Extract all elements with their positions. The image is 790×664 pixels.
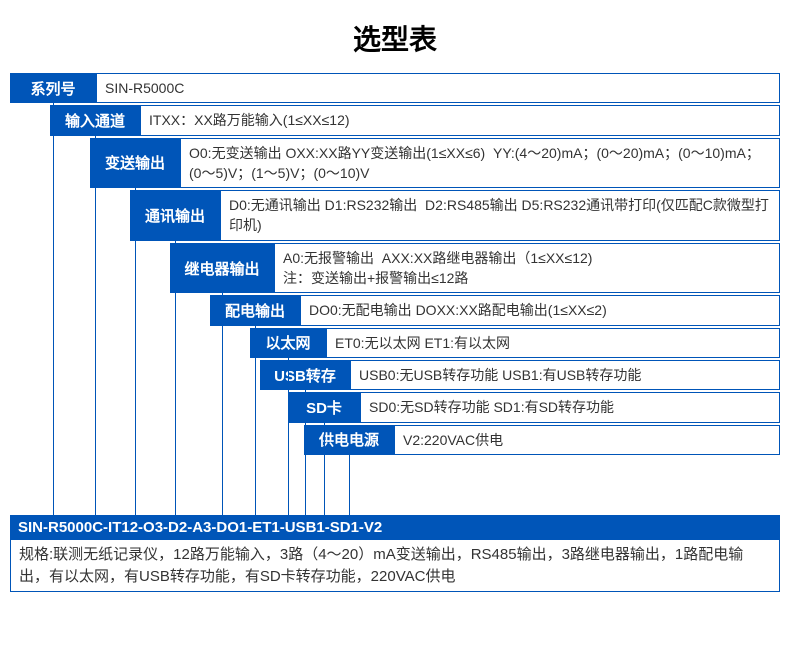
spec-row: SD卡SD0:无SD转存功能 SD1:有SD转存功能: [288, 392, 780, 422]
connector-line: [175, 241, 176, 515]
spec-row: 系列号SIN-R5000C: [10, 73, 780, 103]
example-description: 规格:联测无纸记录仪，12路万能输入，3路（4～20）mA变送输出，RS485输…: [10, 540, 780, 593]
spec-row: 配电输出DO0:无配电输出 DOXX:XX路配电输出(1≤XX≤2): [210, 295, 780, 325]
spec-description: USB0:无USB转存功能 USB1:有USB转存功能: [350, 360, 780, 390]
spec-description: DO0:无配电输出 DOXX:XX路配电输出(1≤XX≤2): [300, 295, 780, 325]
spec-row: 以太网ET0:无以太网 ET1:有以太网: [250, 328, 780, 358]
spec-label: 供电电源: [304, 425, 394, 455]
spec-label: 输入通道: [50, 105, 140, 135]
connector-line: [53, 103, 54, 515]
connector-line: [288, 358, 289, 515]
spec-description: ITXX：XX路万能输入(1≤XX≤12): [140, 105, 780, 135]
spec-label: 继电器输出: [170, 243, 274, 294]
spec-row: USB转存USB0:无USB转存功能 USB1:有USB转存功能: [260, 360, 780, 390]
spec-description: ET0:无以太网 ET1:有以太网: [326, 328, 780, 358]
spec-label: 以太网: [250, 328, 326, 358]
example-code: SIN-R5000C-IT12-O3-D2-A3-DO1-ET1-USB1-SD…: [10, 515, 780, 540]
spec-label: 变送输出: [90, 138, 180, 189]
connector-line: [349, 455, 350, 515]
connector-line: [255, 326, 256, 515]
selection-diagram: 系列号SIN-R5000C输入通道ITXX：XX路万能输入(1≤XX≤12)变送…: [10, 73, 780, 455]
spec-label: USB转存: [260, 360, 350, 390]
spec-label: 配电输出: [210, 295, 300, 325]
connector-line: [222, 293, 223, 514]
spec-description: SIN-R5000C: [96, 73, 780, 103]
spec-description: A0:无报警输出 AXX:XX路继电器输出（1≤XX≤12) 注：变送输出+报警…: [274, 243, 780, 294]
spec-row: 通讯输出D0:无通讯输出 D1:RS232输出 D2:RS485输出 D5:RS…: [130, 190, 780, 241]
connector-line: [324, 423, 325, 515]
spec-label: 系列号: [10, 73, 96, 103]
connector-line: [135, 188, 136, 515]
connector-line: [305, 390, 306, 515]
spec-description: O0:无变送输出 OXX:XX路YY变送输出(1≤XX≤6) YY:(4～20)…: [180, 138, 780, 189]
spec-row: 输入通道ITXX：XX路万能输入(1≤XX≤12): [50, 105, 780, 135]
spec-description: D0:无通讯输出 D1:RS232输出 D2:RS485输出 D5:RS232通…: [220, 190, 780, 241]
spec-row: 变送输出O0:无变送输出 OXX:XX路YY变送输出(1≤XX≤6) YY:(4…: [90, 138, 780, 189]
spec-label: SD卡: [288, 392, 360, 422]
spec-label: 通讯输出: [130, 190, 220, 241]
connector-line: [95, 136, 96, 515]
spec-description: V2:220VAC供电: [394, 425, 780, 455]
footer-block: SIN-R5000C-IT12-O3-D2-A3-DO1-ET1-USB1-SD…: [10, 515, 780, 593]
spec-row: 供电电源V2:220VAC供电: [304, 425, 780, 455]
page-title: 选型表: [0, 0, 790, 73]
spec-row: 继电器输出A0:无报警输出 AXX:XX路继电器输出（1≤XX≤12) 注：变送…: [170, 243, 780, 294]
spec-description: SD0:无SD转存功能 SD1:有SD转存功能: [360, 392, 780, 422]
